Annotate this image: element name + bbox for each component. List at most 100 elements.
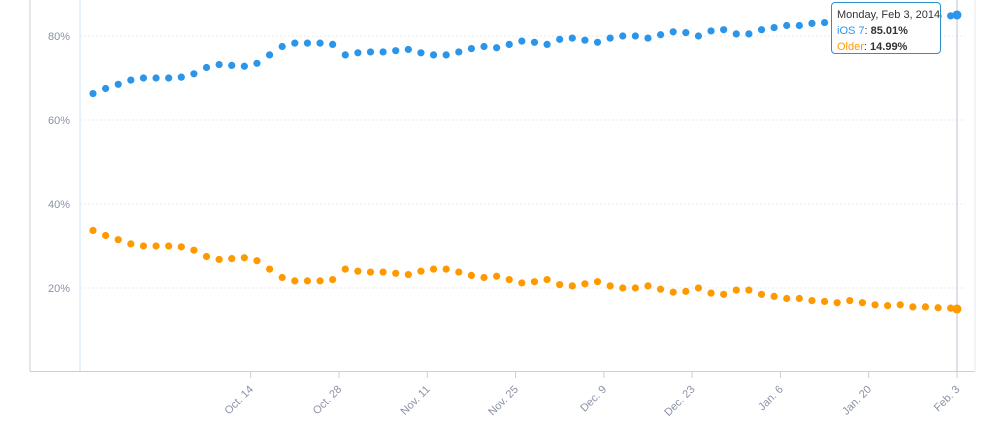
older-point — [480, 273, 488, 282]
ios7-point — [127, 76, 135, 84]
ios7-point — [947, 12, 955, 20]
older-point — [682, 287, 690, 295]
older-point — [329, 276, 337, 284]
ios7-point — [265, 51, 274, 59]
older-point — [921, 303, 930, 311]
older-point — [139, 242, 148, 250]
older-point — [265, 265, 274, 273]
older-point — [379, 268, 387, 276]
ios7-point — [820, 18, 829, 27]
ios7-point — [720, 26, 728, 34]
ios7-point — [530, 38, 539, 46]
x-tick-label: Oct. 28 — [311, 384, 345, 418]
ios7-point — [543, 40, 551, 49]
older-point — [253, 257, 261, 265]
ios7-point — [581, 36, 589, 44]
older-point — [404, 270, 412, 279]
older-point — [177, 243, 185, 251]
older-point — [669, 288, 677, 296]
older-point — [757, 290, 766, 298]
older-point — [745, 286, 753, 294]
ios7-point — [228, 61, 236, 69]
older-point — [278, 273, 286, 282]
ios7-point — [278, 42, 286, 51]
ios7-point — [253, 59, 261, 67]
ios7-point — [770, 24, 778, 32]
tooltip-date: Monday, Feb 3, 2014 — [837, 9, 941, 21]
older-point — [631, 284, 639, 292]
older-point — [720, 290, 728, 298]
ios7-point — [593, 38, 602, 46]
ios7-point — [114, 80, 122, 88]
ios7-point — [354, 49, 362, 57]
older-point — [619, 284, 627, 292]
older-point — [543, 276, 551, 284]
ios7-point — [745, 30, 753, 38]
ios7-point — [442, 51, 450, 59]
ios7-point — [190, 70, 198, 78]
older-point — [656, 285, 665, 293]
older-point — [240, 254, 248, 262]
older-point — [858, 299, 867, 307]
ios7-point — [366, 48, 375, 56]
older-point — [833, 299, 841, 307]
older-point — [442, 265, 450, 273]
y-tick-label: 20% — [48, 283, 70, 295]
ios7-point — [102, 84, 110, 93]
ios7-point — [165, 74, 173, 82]
older-point — [694, 284, 703, 292]
ios7-point — [177, 73, 185, 81]
ios7-point — [329, 40, 337, 49]
older-point — [215, 255, 223, 264]
ios7-point — [316, 39, 324, 47]
older-point — [556, 281, 564, 289]
older-point — [467, 271, 475, 279]
older-point — [808, 297, 816, 305]
older-point — [909, 303, 917, 311]
x-tick-label: Oct. 14 — [223, 384, 257, 418]
older-point — [820, 297, 829, 306]
older-point — [644, 282, 652, 290]
ios7-point — [694, 32, 703, 40]
x-tick-label: Jan. 6 — [756, 384, 786, 414]
ios7-point — [404, 45, 412, 54]
tooltip-ios7-value: 85.01% — [870, 25, 908, 37]
older-point — [392, 269, 400, 277]
ios7-point — [89, 89, 97, 98]
x-tick-label: Dec. 9 — [578, 384, 609, 415]
older-point — [127, 240, 135, 248]
older-point — [795, 294, 803, 303]
older-point — [493, 272, 501, 280]
older-point — [952, 304, 962, 314]
older-point — [896, 301, 904, 309]
ios7-point — [568, 34, 576, 42]
older-point — [291, 277, 299, 285]
ios7-point — [606, 34, 614, 42]
older-point — [202, 252, 211, 261]
ios7-point — [303, 39, 312, 47]
older-point — [341, 265, 349, 273]
hover-tooltip: Monday, Feb 3, 2014 iOS 7: 85.01% Older:… — [831, 2, 941, 54]
older-point — [429, 265, 438, 273]
ios7-point — [682, 29, 690, 37]
older-point — [934, 304, 942, 312]
older-point — [593, 278, 602, 286]
ios7-point — [757, 26, 766, 34]
ios7-point — [240, 62, 248, 70]
older-point — [152, 242, 160, 250]
ios7-point — [505, 40, 513, 49]
older-point — [518, 279, 526, 287]
tooltip-ios7-row: iOS 7: 85.01% — [837, 25, 908, 37]
ios7-point — [341, 51, 349, 59]
ios7-point — [429, 51, 438, 59]
ios7-point — [493, 44, 501, 52]
ios7-point — [669, 28, 677, 36]
tooltip-older-row: Older: 14.99% — [837, 41, 908, 53]
x-tick-label: Nov. 25 — [486, 384, 521, 419]
x-tick-label: Jan. 20 — [840, 384, 874, 418]
older-point — [581, 280, 589, 288]
older-point — [770, 292, 778, 300]
ios7-point — [480, 42, 488, 51]
older-point — [455, 268, 463, 276]
ios7-point — [631, 32, 639, 40]
